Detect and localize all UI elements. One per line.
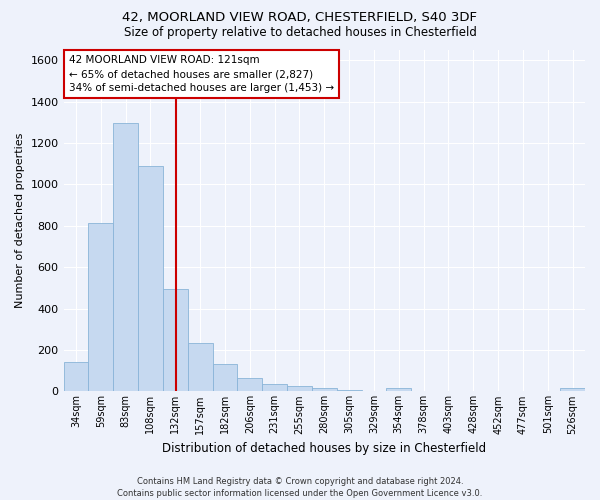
Bar [312,388,337,392]
Bar [64,362,88,392]
Bar [188,344,212,392]
Bar [238,378,262,392]
Text: Contains HM Land Registry data © Crown copyright and database right 2024.
Contai: Contains HM Land Registry data © Crown c… [118,476,482,498]
Bar [262,384,287,392]
Bar [287,386,312,392]
Bar [386,388,411,392]
Bar [212,364,238,392]
X-axis label: Distribution of detached houses by size in Chesterfield: Distribution of detached houses by size … [162,442,487,455]
Text: Size of property relative to detached houses in Chesterfield: Size of property relative to detached ho… [124,26,476,39]
Bar [337,390,362,392]
Text: 42 MOORLAND VIEW ROAD: 121sqm
← 65% of detached houses are smaller (2,827)
34% o: 42 MOORLAND VIEW ROAD: 121sqm ← 65% of d… [69,55,334,93]
Y-axis label: Number of detached properties: Number of detached properties [15,133,25,308]
Bar [113,124,138,392]
Text: 42, MOORLAND VIEW ROAD, CHESTERFIELD, S40 3DF: 42, MOORLAND VIEW ROAD, CHESTERFIELD, S4… [122,11,478,24]
Bar [138,166,163,392]
Bar [163,289,188,392]
Bar [88,223,113,392]
Bar [560,388,585,392]
